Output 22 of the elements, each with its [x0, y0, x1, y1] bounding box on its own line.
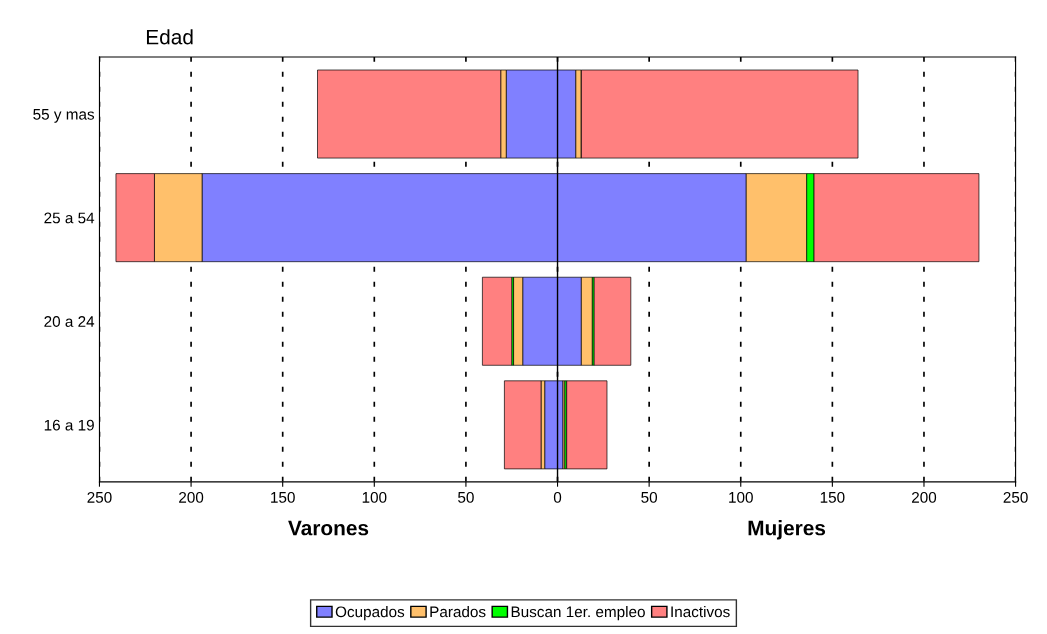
y-tick-label: 55 y mas: [33, 109, 95, 123]
x-tick-label: 200: [179, 491, 204, 503]
legend-label: Parados: [430, 606, 486, 618]
x-tick-label: 50: [641, 491, 658, 503]
x-tick-label: 200: [912, 491, 937, 503]
x-tick-label: 100: [729, 491, 753, 503]
y-tick-label: 25 a 54: [44, 212, 95, 224]
text: Mujeres: [748, 520, 826, 540]
x-tick-label: 150: [271, 491, 295, 503]
y-axis-title: Edad: [146, 29, 193, 45]
legend-label: Inactivos: [671, 606, 730, 618]
x-tick-label: 100: [362, 491, 387, 503]
x-tick-label: 50: [458, 491, 474, 503]
legend-label: Ocupados: [335, 606, 405, 621]
text: Varones: [288, 520, 369, 536]
x-tick-label: 0: [553, 491, 562, 503]
y-tick-label: 16 a 19: [44, 419, 94, 431]
x-tick-label: 250: [1003, 491, 1028, 503]
x-tick-label: 250: [87, 491, 112, 503]
legend-label: Buscan 1er. empleo: [511, 606, 645, 621]
y-tick-label: 20 a 24: [44, 316, 95, 327]
x-tick-label: 150: [820, 491, 845, 503]
